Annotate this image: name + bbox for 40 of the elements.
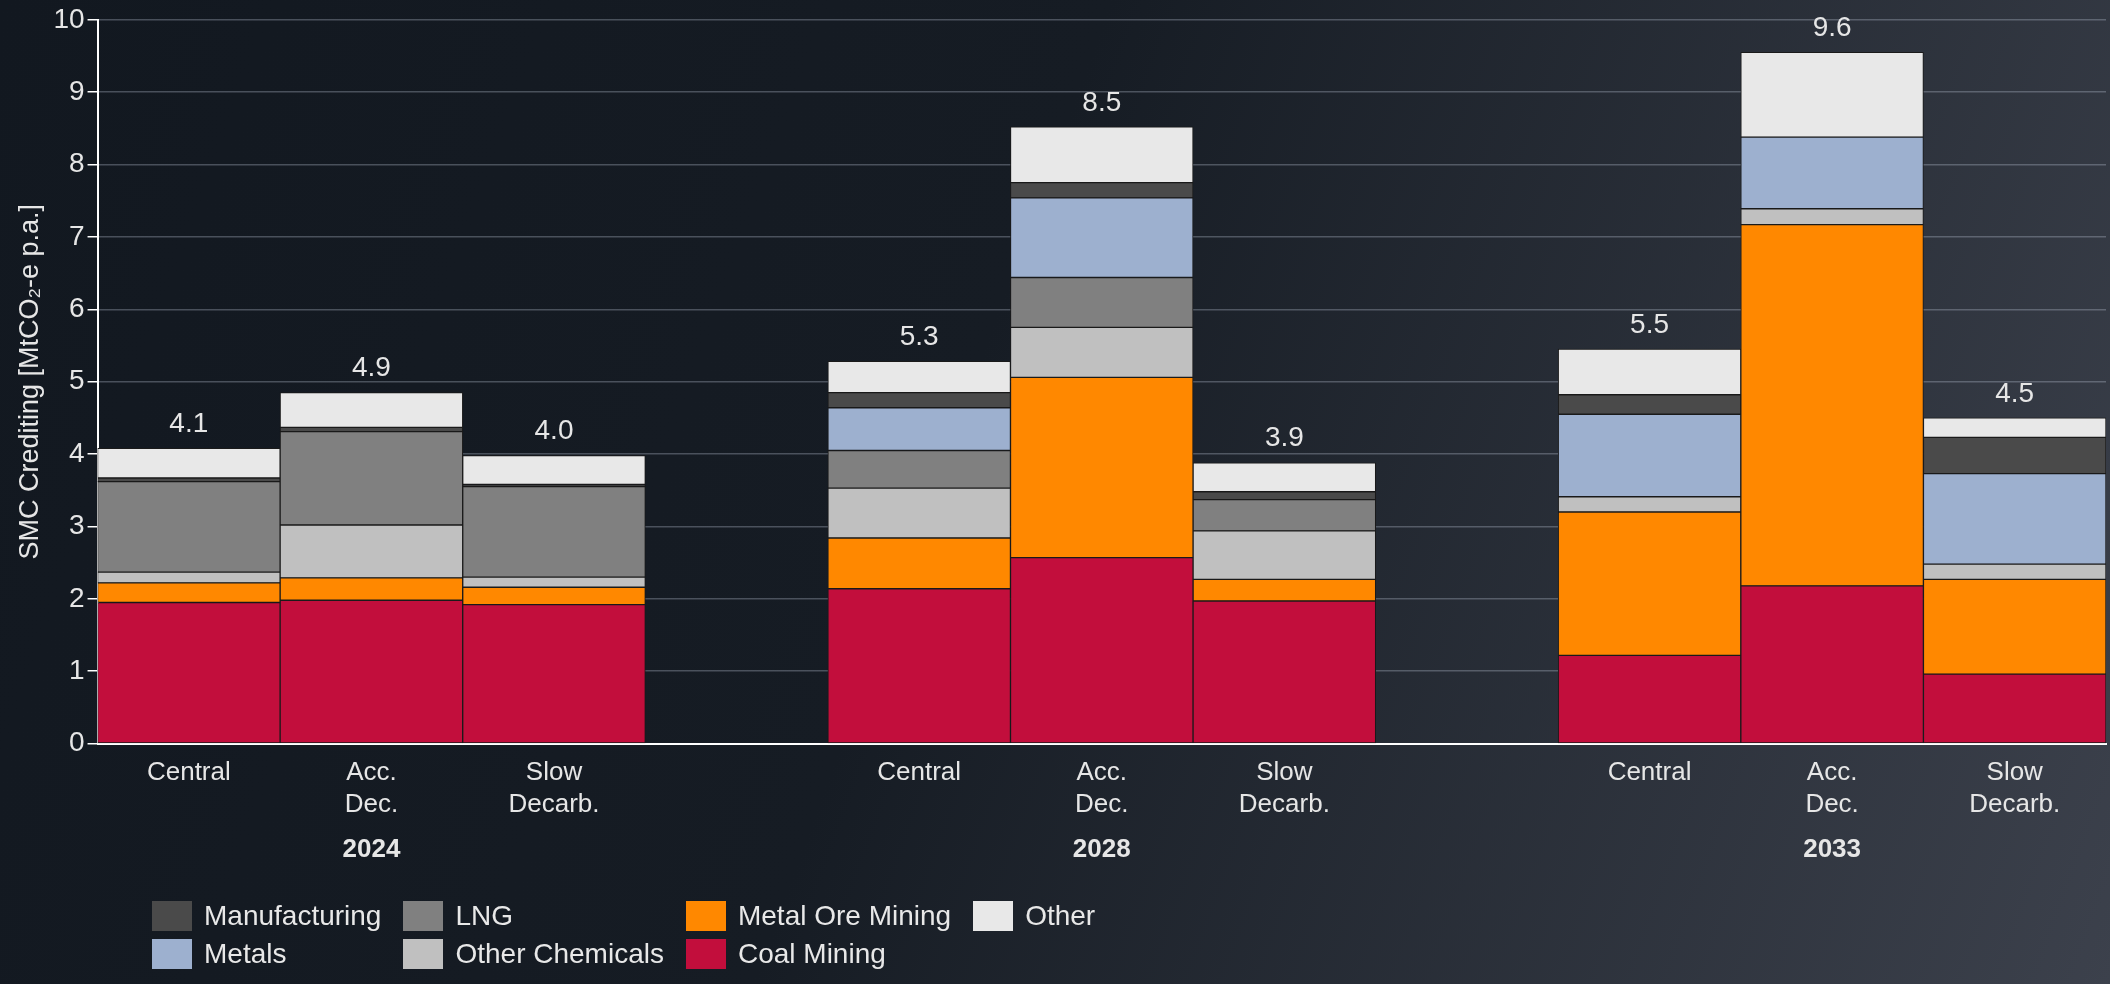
legend-label: Manufacturing [204, 900, 382, 932]
text: 2028 [1072, 833, 1131, 864]
x-tick-label: Slow Decarb. [508, 756, 600, 818]
legend-label: Other [1025, 900, 1096, 932]
y-tick-label: 7 [68, 219, 85, 251]
total-label: 4.0 [534, 414, 574, 446]
x-tick-label: Slow Decarb. [1969, 756, 2061, 818]
y-tick-label: 1 [68, 653, 85, 685]
text: 2033 [1803, 833, 1862, 864]
text: 2024 [342, 833, 401, 864]
x-tick-label: Acc. Dec. [1805, 756, 1859, 818]
x-tick-label: Central [1607, 756, 1692, 787]
y-tick-label: 3 [68, 509, 85, 541]
y-tick-label: 9 [68, 74, 85, 106]
total-label: 4.5 [1995, 376, 2035, 408]
total-label: 3.9 [1264, 421, 1304, 453]
y-tick-label: 0 [68, 726, 85, 758]
legend-label: Metals [204, 938, 287, 970]
total-label: 5.5 [1630, 307, 1669, 339]
x-tick-label: Central [877, 756, 962, 787]
legend-label: Metal Ore Mining [737, 900, 952, 932]
total-label: 4.9 [351, 351, 391, 383]
y-tick-label: 6 [68, 292, 85, 324]
legend-label: Coal Mining [737, 938, 886, 970]
x-tick-label: Acc. Dec. [1075, 756, 1129, 818]
legend-label: LNG [455, 900, 514, 932]
y-tick-label: 4 [68, 436, 85, 468]
y-tick-label: 8 [68, 147, 85, 179]
y-tick-label: 10 [53, 2, 85, 34]
total-label: 4.1 [169, 407, 209, 439]
x-tick-label: Slow Decarb. [1238, 756, 1330, 818]
total-label: 5.3 [899, 320, 939, 352]
y-axis-title: SMC Crediting [MtCO₂-e p.a.] [13, 203, 44, 560]
y-tick-label: 2 [68, 581, 85, 613]
total-label: 8.5 [1082, 85, 1122, 117]
legend-label: Other Chemicals [455, 938, 664, 970]
total-label: 9.6 [1812, 11, 1852, 43]
x-tick-label: Central [146, 756, 231, 787]
y-tick-label: 5 [68, 364, 85, 396]
x-tick-label: Acc. Dec. [344, 756, 399, 818]
